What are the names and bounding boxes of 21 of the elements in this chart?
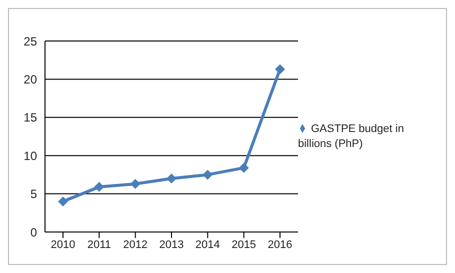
y-tick-label: 5 (30, 187, 38, 202)
point (202, 170, 213, 180)
point (275, 64, 285, 74)
x-tick-label: 2016 (268, 238, 292, 251)
x-tick-label: 2015 (232, 238, 256, 251)
point (130, 178, 140, 189)
y-tick-label: 0 (30, 225, 38, 240)
y-tick-label: 25 (24, 34, 38, 48)
x-tick-label: 2013 (159, 238, 184, 251)
point (166, 174, 176, 184)
y-tick-label: 20 (24, 72, 38, 86)
y-tick-label: 15 (24, 110, 38, 125)
y-tick-label: 10 (24, 148, 38, 163)
point (58, 196, 68, 206)
x-tick-label: 2012 (123, 238, 148, 251)
point (94, 182, 104, 192)
x-tick-label: 2011 (87, 238, 111, 251)
legend-label: GASTPE budget in billions (PhP) (298, 122, 404, 150)
point (238, 162, 249, 173)
x-tick-label: 2014 (195, 238, 220, 251)
x-tick-label: 2010 (50, 238, 76, 251)
